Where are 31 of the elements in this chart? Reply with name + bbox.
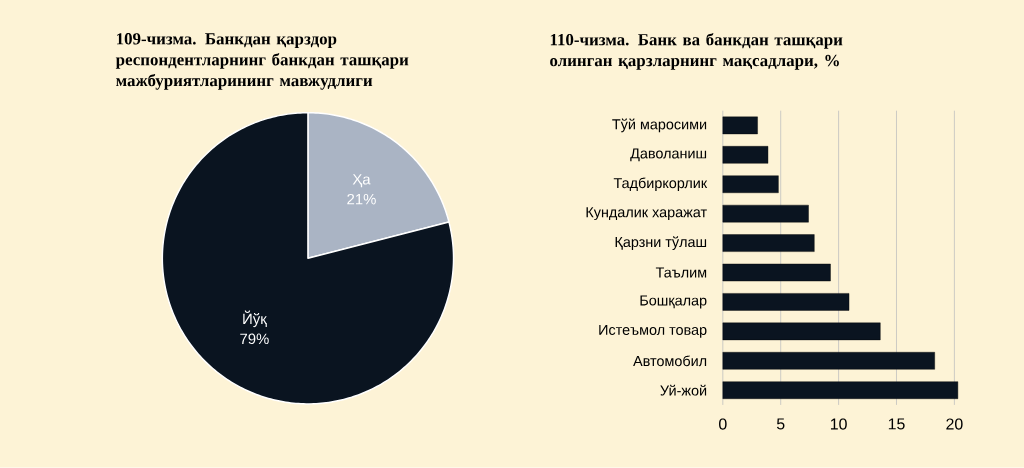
bar bbox=[722, 293, 850, 311]
chart-title: 110-чизма. Банк ва банкдан ташқари олинган қарзларнинг мақсадлари, % bbox=[550, 33, 843, 70]
bar bbox=[722, 205, 809, 223]
chart-title: 109-чизма. Банкдан қарздор респондентларнинг банкдан ташқари мажбуриятларининг мавжудлиги bbox=[115, 33, 409, 90]
y-tick-label: Бошқалар bbox=[640, 295, 707, 309]
y-tick-label: Тадбиркорлик bbox=[613, 177, 708, 192]
bar bbox=[722, 175, 779, 194]
y-tick-label: Уй-жой bbox=[660, 384, 707, 396]
bar bbox=[722, 322, 881, 341]
slice-label: Йўқ bbox=[243, 310, 267, 328]
y-tick-label: Даволаниш bbox=[630, 148, 707, 162]
y-tick-label: Таълим bbox=[655, 267, 707, 278]
bar bbox=[722, 381, 959, 400]
bar bbox=[722, 352, 935, 370]
data-label: 21% bbox=[347, 194, 376, 205]
y-tick-label: Тўй маросими bbox=[612, 118, 707, 133]
data-label: 79% bbox=[240, 333, 269, 345]
y-tick-label: Кундалик харажат bbox=[586, 207, 707, 221]
x-tick-label: 15 bbox=[888, 418, 905, 430]
bar bbox=[722, 234, 815, 252]
x-tick-label: 5 bbox=[776, 418, 785, 430]
bar bbox=[722, 263, 831, 282]
bar bbox=[722, 146, 769, 164]
x-tick-label: 0 bbox=[719, 418, 727, 430]
y-tick-label: Автомобил bbox=[633, 355, 707, 367]
x-tick-label: 20 bbox=[946, 418, 963, 430]
bar bbox=[722, 116, 758, 135]
y-tick-label: Истеъмол товар bbox=[599, 325, 707, 338]
y-tick-label: Қарзни тўлаш bbox=[615, 236, 707, 251]
slice-label: Ҳа bbox=[352, 174, 371, 188]
x-tick-label: 10 bbox=[830, 418, 847, 430]
